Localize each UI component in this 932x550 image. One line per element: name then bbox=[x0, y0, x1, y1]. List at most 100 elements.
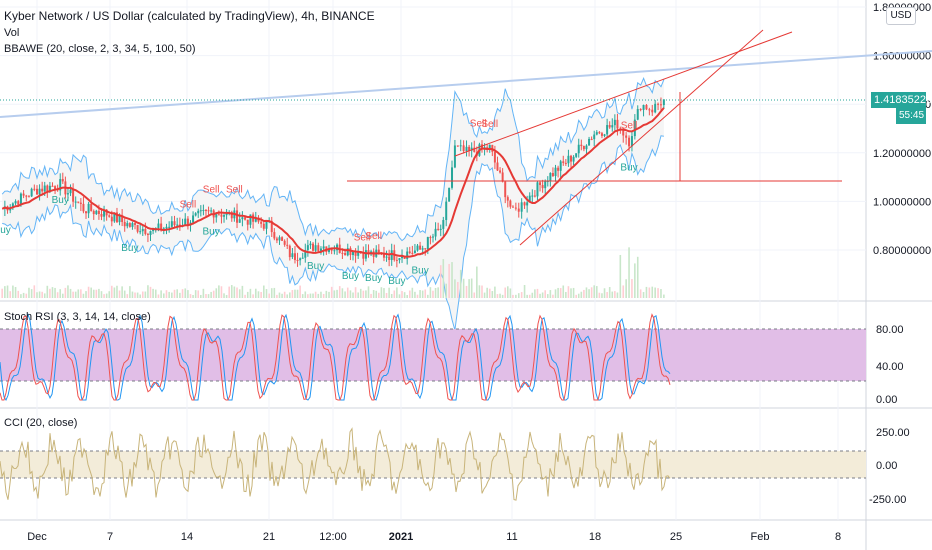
volume-bar bbox=[294, 289, 296, 298]
volume-bar bbox=[645, 286, 648, 298]
volume-bar bbox=[432, 290, 434, 298]
volume-bar bbox=[531, 292, 534, 298]
candle-body bbox=[210, 210, 213, 212]
buy-signal: Buy bbox=[121, 243, 138, 254]
volume-bar bbox=[189, 294, 192, 298]
time-tick-label: Feb bbox=[751, 531, 770, 543]
volume-bar bbox=[372, 290, 375, 298]
volume-bar bbox=[580, 291, 583, 298]
volume-bar bbox=[92, 289, 95, 298]
candle-body bbox=[523, 202, 526, 206]
volume-bar bbox=[309, 293, 312, 298]
candle-body bbox=[333, 250, 336, 252]
candle-body bbox=[69, 189, 72, 194]
candle-body bbox=[657, 103, 660, 105]
time-tick-label: 11 bbox=[506, 531, 517, 543]
volume-bar bbox=[406, 294, 408, 298]
candle-body bbox=[220, 214, 223, 217]
volume-bar bbox=[483, 292, 486, 298]
candle-body bbox=[531, 195, 534, 197]
candle-body bbox=[398, 258, 401, 261]
volume-bar bbox=[134, 292, 136, 298]
candle-body bbox=[283, 240, 286, 245]
volume-bar bbox=[651, 286, 654, 298]
volume-bar bbox=[401, 291, 403, 298]
long-trend-line bbox=[0, 50, 932, 118]
volume-bar bbox=[388, 287, 390, 298]
candle-body bbox=[488, 144, 491, 150]
candle-body bbox=[388, 256, 391, 260]
volume-bar bbox=[296, 289, 299, 298]
currency-button[interactable]: USD bbox=[886, 7, 916, 25]
volume-bar bbox=[628, 247, 630, 298]
candle-body bbox=[341, 252, 344, 254]
candle-body bbox=[97, 210, 100, 214]
volume-bar bbox=[246, 291, 249, 298]
cci-tick-label: 250.00 bbox=[876, 427, 910, 439]
candle-body bbox=[184, 218, 187, 226]
volume-bar bbox=[429, 287, 432, 298]
candle-body bbox=[533, 195, 536, 197]
candle-body bbox=[286, 244, 289, 246]
candle-body bbox=[459, 145, 462, 147]
volume-bar bbox=[116, 285, 118, 298]
candle-body bbox=[291, 253, 294, 258]
candle-body bbox=[215, 214, 218, 218]
volume-bar bbox=[352, 292, 354, 298]
volume-bar bbox=[141, 291, 144, 298]
candle-body bbox=[352, 251, 355, 256]
stoch-k-line bbox=[0, 312, 671, 402]
candle-body bbox=[77, 201, 80, 203]
volume-bar bbox=[257, 291, 260, 298]
volume-bar bbox=[218, 285, 220, 298]
candle-body bbox=[36, 188, 38, 195]
candle-body bbox=[241, 217, 244, 220]
volume-bar bbox=[17, 290, 20, 298]
candle-body bbox=[126, 223, 129, 227]
volume-bar bbox=[228, 286, 230, 298]
volume-bar bbox=[111, 285, 113, 298]
candle-body bbox=[170, 221, 173, 227]
volume-bar bbox=[215, 288, 218, 298]
candle-body bbox=[354, 251, 357, 256]
candle-body bbox=[317, 245, 320, 251]
volume-bar bbox=[36, 292, 38, 298]
volume-bar bbox=[210, 291, 212, 298]
candle-body bbox=[100, 213, 103, 217]
volume-bar bbox=[197, 290, 200, 298]
volume-bar bbox=[69, 288, 72, 298]
sell-signal: Sell bbox=[180, 199, 197, 210]
candle-body bbox=[633, 119, 636, 137]
candle-body bbox=[265, 221, 268, 229]
candle-body bbox=[121, 215, 124, 223]
volume-bar bbox=[249, 288, 252, 298]
candle-body bbox=[593, 134, 596, 140]
volume-bar bbox=[4, 286, 6, 298]
volume-bar bbox=[330, 286, 333, 298]
volume-bar bbox=[43, 293, 46, 298]
time-tick-label: Dec bbox=[27, 531, 47, 543]
candle-body bbox=[377, 249, 380, 253]
volume-bar bbox=[147, 285, 149, 298]
candle-body bbox=[14, 201, 17, 204]
candle-body bbox=[564, 162, 567, 164]
candle-body bbox=[134, 223, 137, 225]
candle-body bbox=[442, 220, 445, 229]
candle-body bbox=[146, 233, 149, 235]
buy-signal: Buy bbox=[52, 195, 69, 206]
candle-body bbox=[659, 104, 662, 106]
volume-bar bbox=[478, 285, 481, 298]
volume-bar bbox=[365, 290, 367, 298]
candle-body bbox=[108, 215, 111, 217]
volume-bar bbox=[393, 290, 396, 298]
candle-body bbox=[309, 243, 312, 246]
candle-body bbox=[27, 196, 30, 198]
volume-bar bbox=[108, 291, 111, 298]
volume-bar bbox=[378, 292, 380, 298]
volume-bar bbox=[512, 294, 514, 298]
volume-bar bbox=[49, 288, 51, 298]
volume-bar bbox=[165, 290, 168, 298]
volume-bar bbox=[465, 285, 468, 298]
candle-body bbox=[439, 228, 442, 230]
